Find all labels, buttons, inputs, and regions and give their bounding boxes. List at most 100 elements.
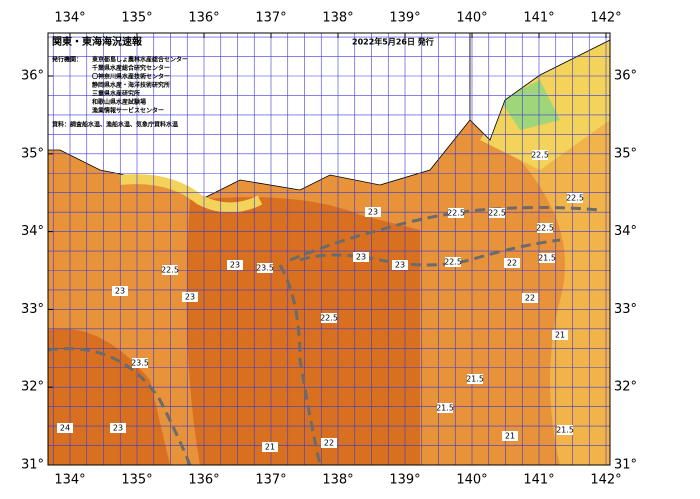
lon-label: 134° [54, 11, 85, 26]
issuer: 千葉県水産総合研究センター [92, 64, 170, 72]
lat-label: 31° [21, 458, 44, 473]
temperature-label: 21.5 [538, 254, 556, 263]
temperature-label: 23.5 [131, 359, 149, 368]
current-axis [278, 264, 322, 465]
label-box [537, 223, 553, 233]
temperature-label: 22.5 [488, 209, 506, 218]
lon-label: 137° [255, 11, 286, 26]
lon-label: 139° [389, 473, 420, 488]
lat-label: 32° [21, 380, 44, 395]
issuer: 〇神奈川県水産技術センター [92, 73, 170, 81]
temperature-label: 23 [368, 208, 378, 217]
temperature-label: 23 [185, 293, 195, 302]
label-box [57, 423, 73, 433]
issuer: 和歌山県水産試験場 [91, 98, 146, 106]
temperature-label: 22.5 [444, 258, 462, 267]
temperature-label: 22.5 [566, 194, 584, 203]
temperature-label: 21 [265, 443, 275, 452]
temperature-label: 23 [230, 261, 240, 270]
axis-labels: 134° 134° 135° 135° 136° 136° 137° 137° 138° 138°… [21, 11, 637, 488]
issuer: 三重県水産研究所 [92, 90, 140, 98]
warm-water [186, 197, 420, 465]
label-box [110, 423, 126, 433]
label-box [132, 358, 148, 368]
lat-label: 35° [21, 146, 44, 161]
temperature-label: 23 [356, 253, 366, 262]
temperature-label: 24 [60, 424, 70, 433]
lat-label: 33° [614, 302, 637, 317]
lat-label: 32° [614, 380, 637, 395]
lat-label: 35° [614, 146, 637, 161]
label-box [557, 425, 573, 435]
temperature-label: 22.5 [531, 151, 549, 160]
lon-label: 136° [188, 11, 219, 26]
current-axis [299, 238, 561, 267]
label-box [445, 257, 461, 267]
map-area: 23 22.5 22.5 22.5 22 22.5 22.5 23 23 23.5 22.5 22 21… [48, 33, 610, 465]
label-box [448, 208, 464, 218]
temperature-label: 21 [555, 331, 565, 340]
lon-label: 135° [121, 11, 152, 26]
lat-label: 36° [21, 69, 44, 84]
lon-label: 141° [523, 473, 554, 488]
lon-label: 134° [54, 473, 85, 488]
cool-water [520, 120, 610, 465]
lon-label: 138° [322, 473, 353, 488]
lat-label: 34° [21, 224, 44, 239]
label-box [365, 207, 381, 217]
label-box [567, 193, 583, 203]
coastal-water [119, 174, 263, 213]
label-box [257, 263, 273, 273]
temperature-label: 22 [525, 294, 535, 303]
issuer: 静岡県水産・海洋技術研究所 [92, 81, 170, 89]
lon-label: 137° [255, 473, 286, 488]
temperature-label: 23 [395, 261, 405, 270]
current-axis [289, 206, 601, 262]
temperature-label: 22 [324, 439, 334, 448]
temperature-label: 22.5 [161, 266, 179, 275]
label-box [353, 252, 369, 262]
title: 関東・東海海況速報 [52, 35, 143, 48]
temperature-label: 23.5 [256, 264, 274, 273]
temperature-label: 22 [507, 259, 517, 268]
label-box [321, 438, 337, 448]
label-box [321, 313, 337, 323]
date: 2022年5月26日 発行 [352, 37, 434, 47]
temperature-label: 21 [505, 432, 515, 441]
temperature-label: 23 [115, 287, 125, 296]
temperature-label: 21.5 [466, 375, 484, 384]
label-box [112, 286, 128, 296]
lon-label: 142° [590, 11, 621, 26]
temperature-label: 21.5 [556, 426, 574, 435]
warm-water [48, 328, 170, 465]
frame [47, 32, 611, 466]
label-box [522, 293, 538, 303]
temperature-label: 22.5 [320, 314, 338, 323]
issuers-label: 発行機関： [52, 56, 82, 64]
lon-label: 142° [590, 473, 621, 488]
issuer: 東京都島しょ農林水産総合センター [92, 56, 188, 64]
lon-label: 141° [523, 11, 554, 26]
grid [48, 33, 610, 465]
lon-label: 135° [121, 473, 152, 488]
label-box [539, 253, 555, 263]
lon-label: 140° [456, 473, 487, 488]
issuer: 漁業情報サービスセンター [92, 107, 164, 115]
issuers: 東京都島しょ農林水産総合センター千葉県水産総合研究センター〇神奈川県水産技術セン… [91, 56, 188, 115]
temperature-label: 23 [113, 424, 123, 433]
label-box [467, 374, 483, 384]
label-box [262, 442, 278, 452]
lat-label: 31° [614, 458, 637, 473]
source: 資料：調査船水温、漁船水温、気象庁資料水温 [52, 121, 178, 129]
temperature-label: 22.5 [447, 209, 465, 218]
label-box [552, 330, 568, 340]
lon-label: 136° [188, 473, 219, 488]
current-axis [48, 347, 192, 465]
label-box [532, 150, 548, 160]
lat-label: 33° [21, 302, 44, 317]
temperature-label: 21.5 [436, 404, 454, 413]
temperature-label: 22.5 [536, 224, 554, 233]
label-box [504, 258, 520, 268]
lat-label: 34° [614, 224, 637, 239]
